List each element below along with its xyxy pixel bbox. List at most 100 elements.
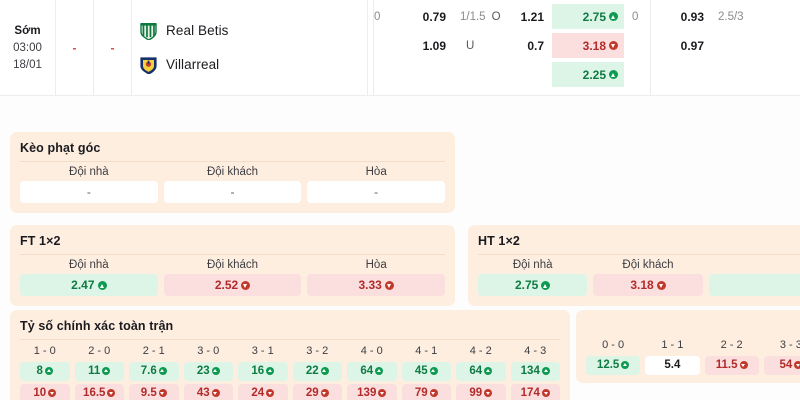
match-time-column: Sớm 03:00 18/01 [0, 0, 56, 95]
handicap-cell-row1[interactable]: 0 0.79 [368, 4, 452, 29]
over-label: O [491, 10, 501, 23]
match-row[interactable]: Sớm 03:00 18/01 - - Real Betis [0, 0, 800, 96]
score-odds-bottom-value: 10 [33, 387, 47, 399]
arrow-up-icon [429, 367, 438, 375]
arrow-down-icon [241, 281, 251, 290]
handicap2-value-row2: 0.97 [680, 38, 704, 53]
corner-value-home[interactable]: - [20, 181, 158, 203]
corner-header-away: Đội khách [206, 166, 259, 178]
odds-divider-left [373, 0, 374, 96]
score-odds-bottom[interactable]: 43 [183, 384, 233, 400]
draw-odds[interactable]: 12.5 [586, 356, 641, 375]
overunder-cell-row1[interactable]: 1/1.5 O 1.21 [454, 4, 550, 29]
arrow-up-icon [102, 367, 111, 375]
onextwo-draw-cell[interactable]: 2.25 [552, 62, 624, 87]
home-team-name: Real Betis [166, 23, 229, 38]
onextwo-home-cell[interactable]: 2.75 [552, 4, 624, 29]
ht-1x2-card: HT 1×2 Đội nhà Đội khách 2.75 3.18 [468, 225, 800, 306]
match-time: 03:00 [13, 41, 42, 54]
ft-value-draw[interactable]: 3.33 [307, 274, 446, 296]
arrow-up-icon [158, 367, 167, 375]
teams-column[interactable]: Real Betis Villarreal [132, 0, 368, 95]
ht-headers: Đội nhà Đội khách [478, 259, 800, 271]
score-label: 4 - 2 [469, 345, 492, 357]
arrow-down-icon [656, 281, 666, 290]
score-odds-top[interactable]: 134 [510, 362, 560, 381]
spacer-cell-4 [712, 62, 774, 87]
ft-value-home[interactable]: 2.47 [20, 274, 158, 296]
score-odds-bottom[interactable]: 10 [20, 384, 70, 400]
score-odds-bottom-value: 43 [196, 387, 210, 399]
score-odds-top[interactable]: 8 [20, 362, 70, 381]
overunder-value-row2: 0.7 [527, 38, 544, 53]
score-odds-top[interactable]: 11 [74, 362, 124, 381]
score-odds-bottom[interactable]: 139 [347, 384, 397, 400]
score-column: 1 - 0 8 10 [20, 344, 70, 400]
score-odds-top-value: 22 [305, 365, 319, 377]
spacer-cell-1 [368, 62, 452, 87]
arrow-down-icon [320, 389, 329, 397]
ft-value-away[interactable]: 2.52 [163, 274, 302, 296]
corner-headers: Đội nhà Đội khách Hòa [20, 166, 445, 178]
corner-value-away[interactable]: - [163, 181, 302, 203]
score-odds-top[interactable]: 22 [292, 362, 342, 381]
score-odds-top-value: 7.6 [140, 365, 157, 377]
overunder2-cell-row1[interactable]: 2.5/3 [712, 4, 774, 29]
handicap-line-row1: 0 [374, 10, 381, 23]
score-odds-bottom[interactable]: 24 [238, 384, 288, 400]
arrow-up-icon [266, 367, 275, 375]
draw-label: 0 - 0 [602, 339, 625, 351]
ht-value-draw[interactable] [708, 274, 800, 296]
draw-odds[interactable]: 5.4 [645, 356, 700, 375]
arrow-up-icon [97, 281, 107, 290]
score-odds-top-value: 64 [469, 365, 483, 377]
score-odds-top[interactable]: 23 [183, 362, 233, 381]
ht-card-title: HT 1×2 [478, 234, 800, 255]
ht-value-away[interactable]: 3.18 [593, 274, 703, 296]
arrow-down-icon [107, 389, 116, 397]
score-odds-bottom[interactable]: 9.5 [129, 384, 179, 400]
draw-label: 2 - 2 [720, 339, 743, 351]
score-odds-top[interactable]: 45 [401, 362, 451, 381]
score-label: 2 - 1 [142, 345, 165, 357]
away-team-row[interactable]: Villarreal [140, 56, 367, 74]
draw-odds[interactable]: 54 [763, 356, 800, 375]
overunder2-cell-row2[interactable] [712, 33, 774, 58]
score-odds-bottom[interactable]: 79 [401, 384, 451, 400]
arrow-up-icon [541, 281, 551, 290]
draw-odds[interactable]: 11.5 [704, 356, 759, 375]
score-odds-top[interactable]: 7.6 [129, 362, 179, 381]
ht-value-home[interactable]: 2.75 [478, 274, 588, 296]
arrow-down-icon [48, 389, 57, 397]
score-odds-bottom[interactable]: 174 [510, 384, 560, 400]
arrow-up-icon [320, 367, 329, 375]
overunder-cell-row2[interactable]: U 0.7 [454, 33, 550, 58]
score-odds-bottom-value: 139 [357, 387, 377, 399]
away-score: - [94, 0, 132, 95]
score-odds-bottom[interactable]: 16.5 [74, 384, 124, 400]
score-odds-top[interactable]: 64 [347, 362, 397, 381]
corner-value-draw[interactable]: - [307, 181, 446, 203]
score-odds-bottom[interactable]: 99 [456, 384, 506, 400]
under-label: U [466, 39, 475, 52]
draw-odds-value: 12.5 [596, 359, 620, 371]
handicap2-cell-row1[interactable]: 0 0.93 [626, 4, 710, 29]
ft-values: 2.47 2.52 3.33 [20, 274, 446, 296]
correct-score-title: Tỷ số chính xác toàn trận [20, 319, 560, 340]
home-team-row[interactable]: Real Betis [140, 22, 367, 40]
handicap-value-row2: 1.09 [422, 38, 446, 53]
score-odds-top[interactable]: 64 [456, 362, 506, 381]
score-odds-bottom-value: 79 [414, 387, 428, 399]
handicap-cell-row2[interactable]: 1.09 [368, 33, 452, 58]
score-odds-top[interactable]: 16 [238, 362, 288, 381]
score-odds-top-value: 8 [36, 365, 43, 377]
match-date: 18/01 [13, 58, 42, 71]
draw-score-card: 0 - 0 12.5 1 - 1 5.4 2 - 2 11.5 3 - 3 54 [576, 310, 800, 383]
score-odds-top-value: 64 [360, 365, 374, 377]
ft-draw-odds: 3.33 [358, 278, 382, 292]
onextwo-away-cell[interactable]: 3.18 [552, 33, 624, 58]
handicap2-cell-row2[interactable]: 0.97 [626, 33, 710, 58]
score-odds-bottom[interactable]: 29 [292, 384, 342, 400]
onextwo-home-value: 2.75 [582, 9, 606, 24]
